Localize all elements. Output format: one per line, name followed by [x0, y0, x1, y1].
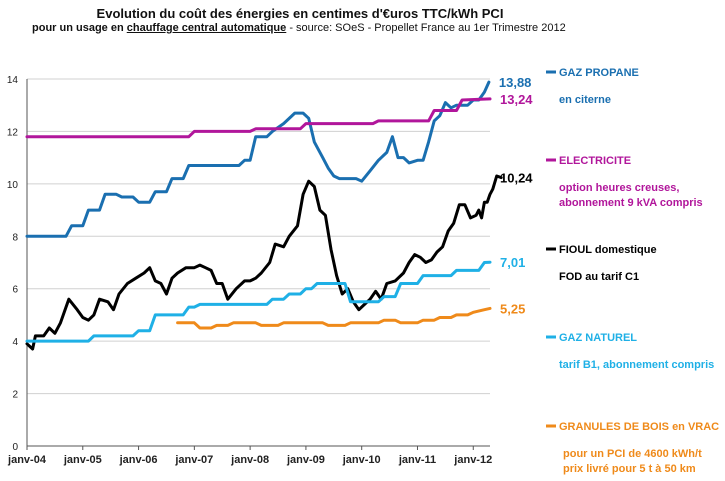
- legend-name-2: FIOUL domestique: [559, 244, 657, 256]
- x-tick-label: janv-04: [7, 454, 47, 466]
- legend-desc-4-0: pour un PCI de 4600 kWh/t: [563, 448, 702, 460]
- legend-name-4: GRANULES DE BOIS en VRAC: [559, 421, 719, 433]
- x-tick-label: janv-09: [286, 454, 325, 466]
- end-label-2: 10,24: [500, 171, 533, 186]
- legend-desc-4-1: prix livré pour 5 t à 50 km: [563, 463, 696, 475]
- legend-desc-1-1: abonnement 9 kVA compris: [559, 197, 703, 209]
- x-tick-label: janv-05: [63, 454, 102, 466]
- legend-desc-2-0: FOD au tarif C1: [559, 271, 639, 283]
- series-lines: [25, 80, 503, 351]
- y-tick-label: 4: [12, 337, 18, 348]
- series-line-2: [25, 174, 503, 351]
- series-line-4: [176, 306, 492, 330]
- subtitle-underlined: chauffage central automatique: [126, 22, 287, 34]
- series-line-1: [25, 97, 492, 139]
- x-tick-label: janv-07: [174, 454, 213, 466]
- y-tick-label: 8: [12, 232, 18, 243]
- legend-name-3: GAZ NATUREL: [559, 332, 637, 344]
- legend-desc-3-0: tarif B1, abonnement compris: [559, 359, 714, 371]
- legend-name-0: GAZ PROPANE: [559, 67, 639, 79]
- x-tick-label: janv-12: [453, 454, 492, 466]
- y-tick-label: 0: [12, 442, 18, 453]
- end-label-1: 13,24: [500, 92, 533, 107]
- axes: 0 2 4 6 8 10 12 14 janv-04 janv-05 janv-06 janv-07 j…: [7, 75, 492, 466]
- chart-title: Evolution du coût des énergies en centim…: [96, 6, 504, 21]
- gridlines: [27, 78, 490, 395]
- subtitle-prefix: pour un usage en: [32, 22, 127, 34]
- end-labels: 13,88 13,24 10,24 7,01 5,25: [499, 75, 533, 316]
- chart-subtitle: pour un usage en chauffage central autom…: [32, 22, 566, 34]
- end-label-4: 5,25: [500, 301, 525, 316]
- y-tick-label: 6: [12, 285, 18, 296]
- y-tick-label: 14: [7, 75, 19, 86]
- legend-name-1: ELECTRICITE: [559, 155, 631, 167]
- legend-desc-1-0: option heures creuses,: [559, 182, 679, 194]
- legend: GAZ PROPANE en citerne ELECTRICITE option h…: [546, 67, 719, 475]
- y-tick-label: 10: [7, 180, 19, 191]
- y-tick-label: 12: [7, 127, 19, 138]
- legend-desc-0-0: en citerne: [559, 94, 611, 106]
- x-tick-label: janv-11: [398, 454, 436, 466]
- end-label-3: 7,01: [500, 255, 525, 270]
- x-tick-label: janv-10: [342, 454, 381, 466]
- subtitle-source: - source: SOeS - Propellet France au 1er…: [286, 22, 566, 34]
- end-label-0: 13,88: [499, 75, 532, 90]
- series-line-0: [25, 80, 491, 238]
- x-tick-label: janv-06: [119, 454, 158, 466]
- x-tick-label: janv-08: [230, 454, 269, 466]
- series-line-3: [25, 260, 492, 343]
- y-tick-label: 2: [12, 390, 18, 401]
